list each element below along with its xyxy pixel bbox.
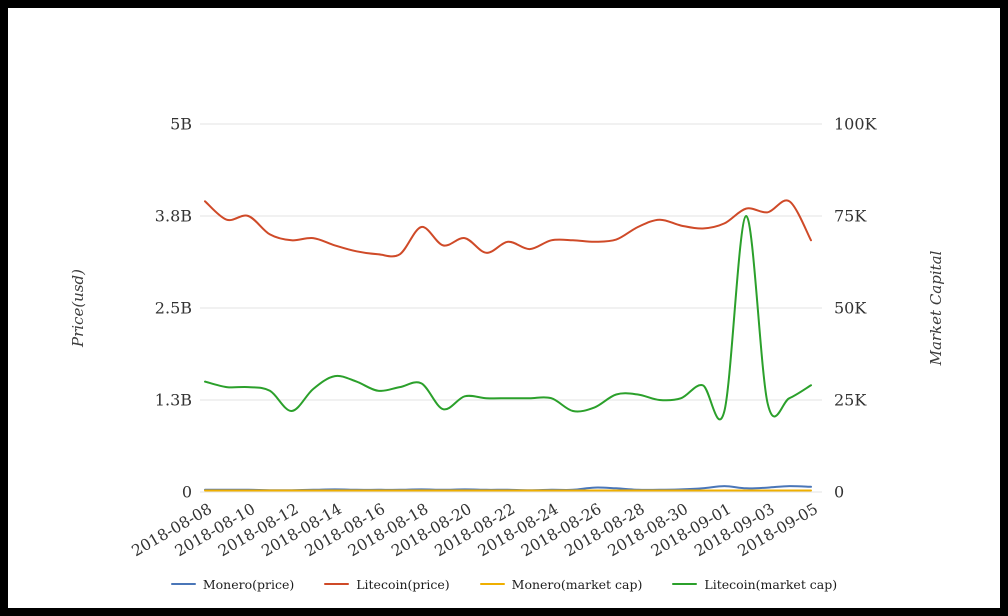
left-y-tick-label: 5B [170,115,192,134]
series-line-litecoin-price- [204,199,812,258]
series-line-litecoin-market-cap- [204,214,812,421]
chart-area: 0 0 1.3B 25K 2.5B 50K 3.8B 75K 5B 100K 2018-08-08 2… [8,8,1000,608]
right-y-tick-label: 50K [834,299,867,318]
legend-swatch [672,583,698,585]
right-y-tick-label: 0 [834,483,844,502]
left-y-tick-label: 3.8B [155,207,192,226]
legend-label: Monero(price) [202,576,295,592]
left-y-tick-label: 2.5B [155,299,192,318]
right-y-tick-label: 25K [834,391,867,410]
legend-label: Litecoin(market cap) [704,576,838,592]
legend: Monero(price) Litecoin(price) Monero(marke… [8,574,1000,594]
left-y-tick-label: 0 [182,483,192,502]
legend-swatch [170,583,196,585]
legend-item-litecoin-market-cap-[interactable]: Litecoin(market cap) [672,577,837,592]
legend-swatch [479,583,505,585]
legend-label: Monero(market cap) [511,576,643,592]
right-y-tick-label: 75K [834,207,867,226]
legend-swatch [324,583,350,585]
legend-label: Litecoin(price) [356,576,450,592]
left-y-tick-label: 1.3B [155,391,192,410]
legend-item-monero-price-[interactable]: Monero(price) [170,576,295,592]
legend-item-litecoin-price-[interactable]: Litecoin(price) [324,576,450,592]
legend-item-monero-market-cap-[interactable]: Monero(market cap) [479,576,643,592]
right-axis-title: Market Capital [927,250,945,366]
right-y-tick-label: 100K [834,115,878,134]
left-axis-title: Price(usd) [69,268,87,348]
